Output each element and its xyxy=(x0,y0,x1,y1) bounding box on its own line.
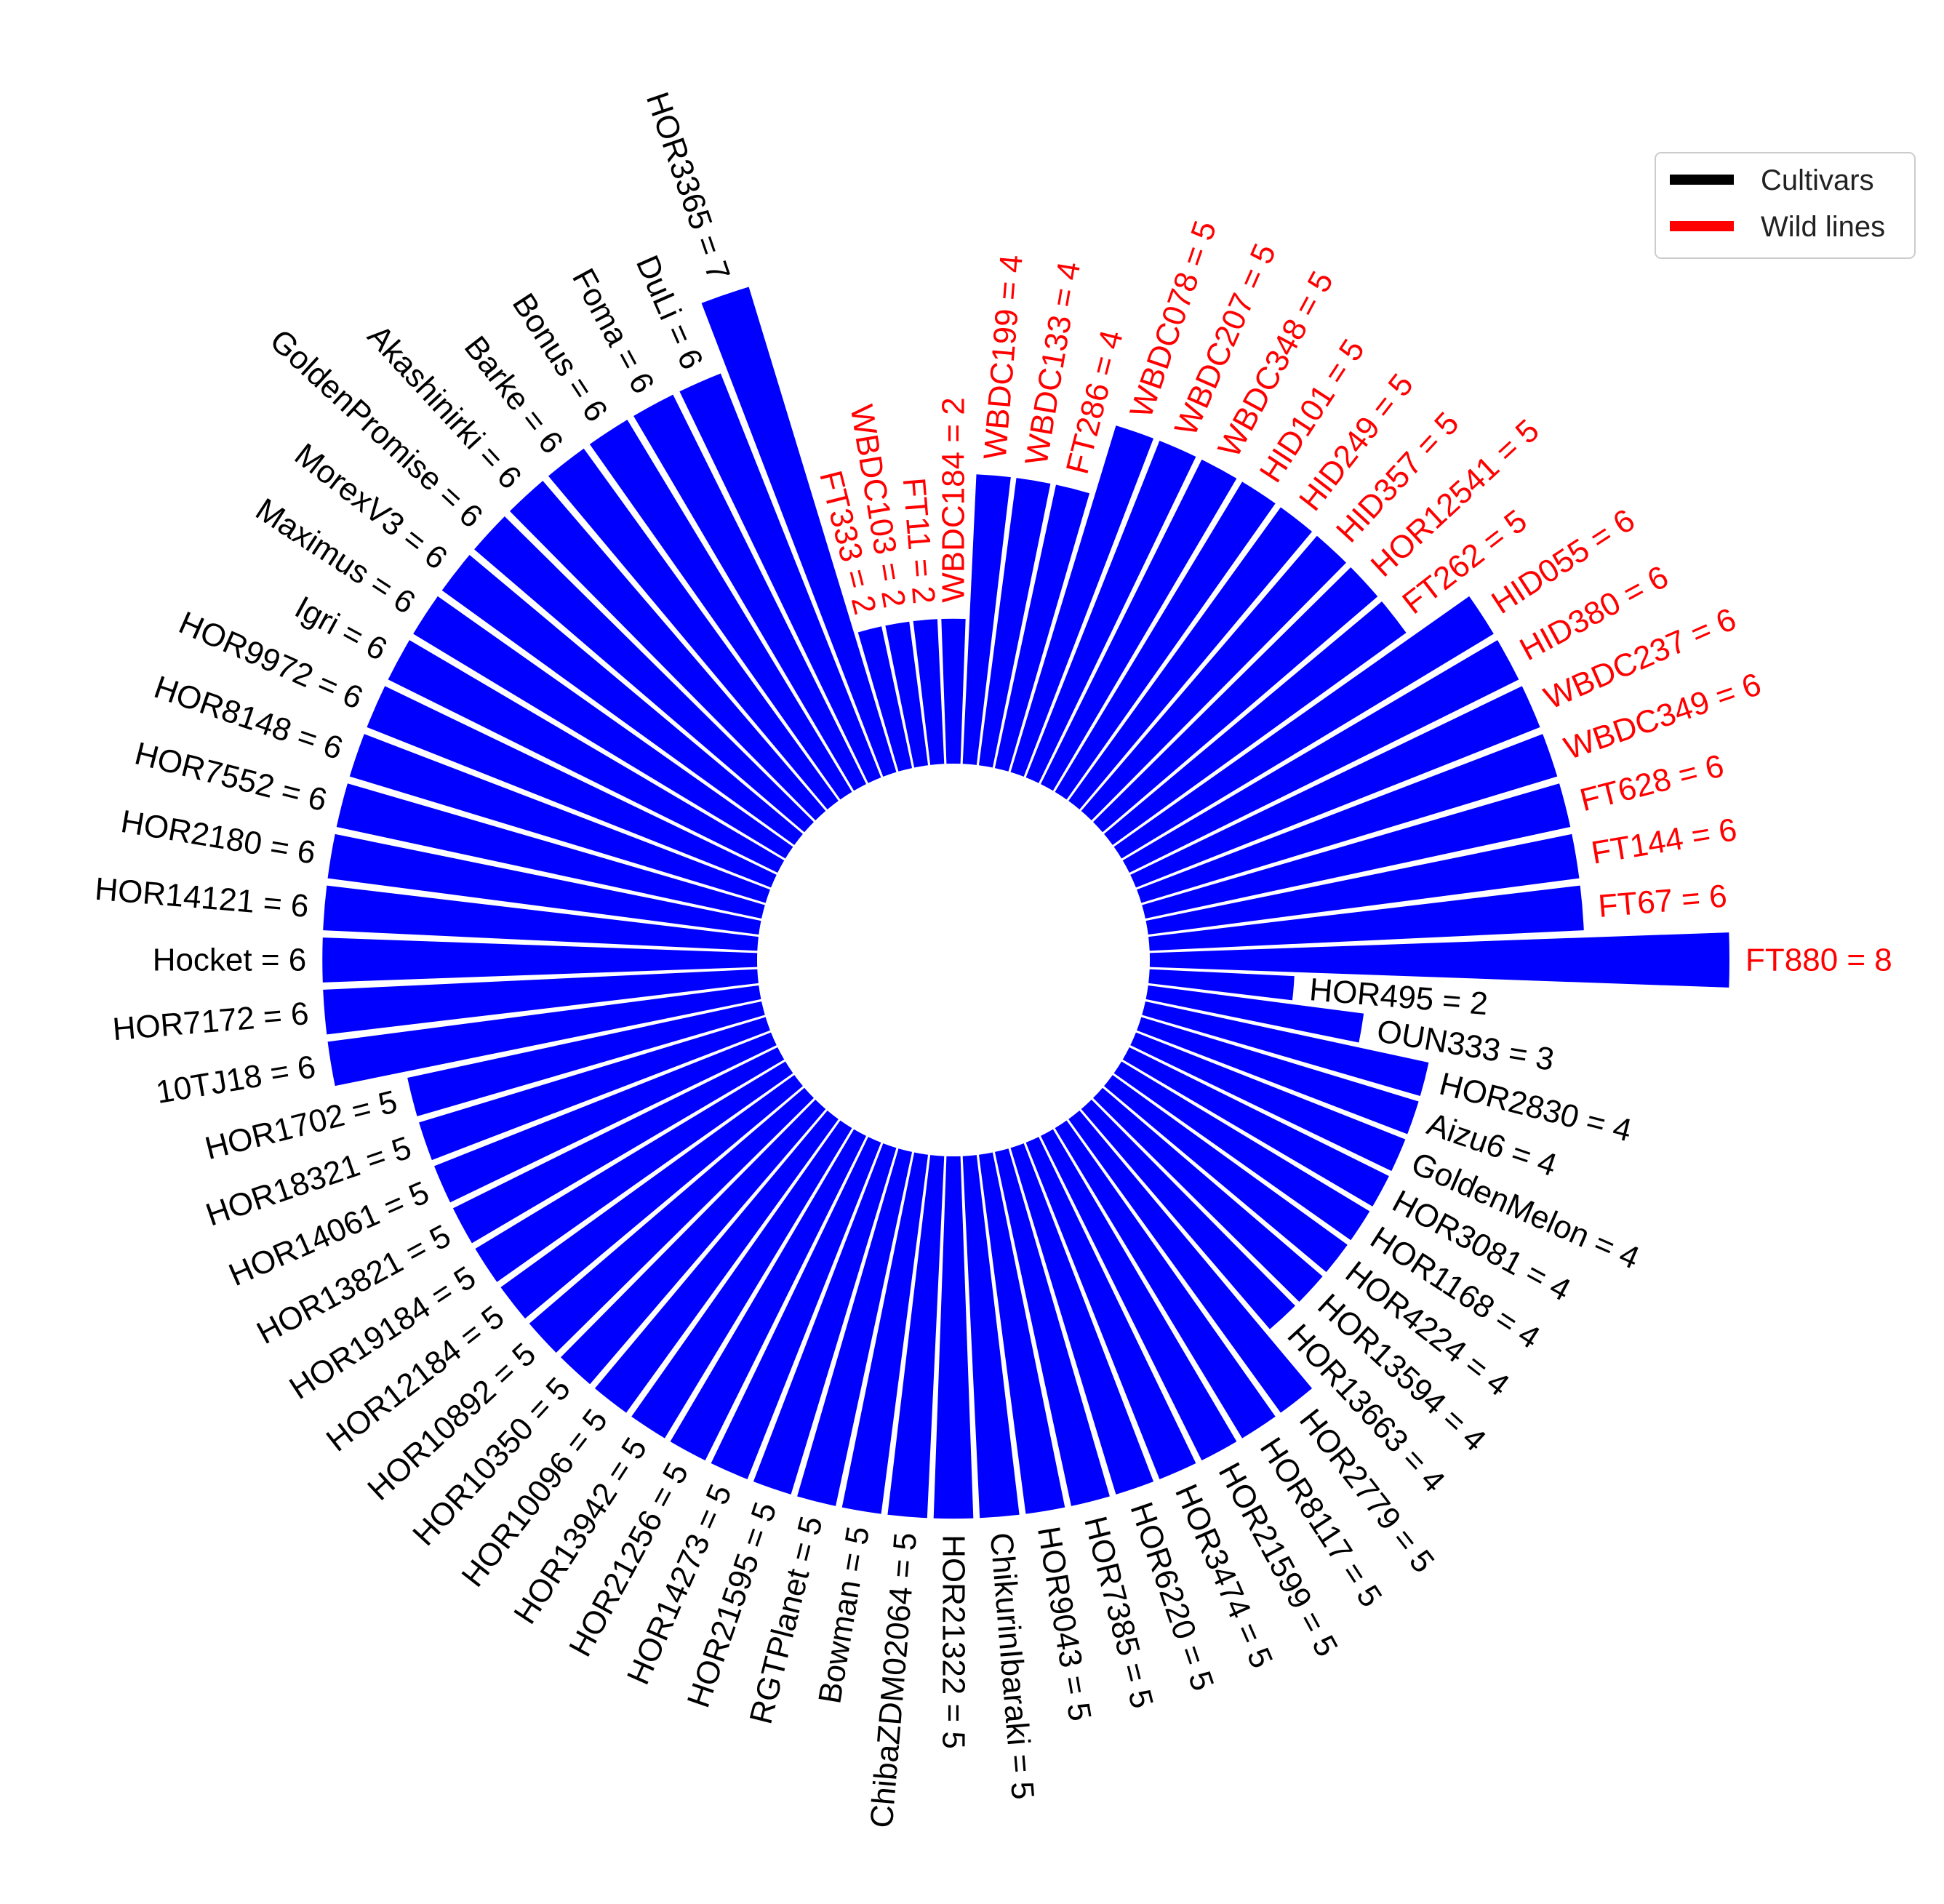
bar-hocket xyxy=(322,937,758,983)
bar-goldenmelon xyxy=(1130,1032,1406,1172)
bar-morexv3 xyxy=(441,555,803,845)
bar-hor4224 xyxy=(1104,1075,1348,1273)
bar-ft333 xyxy=(857,626,913,772)
bar-ft286 xyxy=(994,484,1090,772)
bar-hid055 xyxy=(1113,596,1494,859)
label-ft67: FT67 = 6 xyxy=(1597,878,1729,924)
bar-oun333 xyxy=(1145,985,1364,1043)
label-chikurinibaraki: ChikurinIbaraki = 5 xyxy=(983,1531,1041,1801)
bar-hor9972 xyxy=(367,686,777,888)
label-hor7172: HOR7172 = 6 xyxy=(111,996,310,1047)
bar-duli xyxy=(679,373,881,783)
bar-hor2830 xyxy=(1142,1001,1429,1097)
bar-foma xyxy=(633,394,867,791)
bar-hid101 xyxy=(1055,481,1276,800)
bar-hor12541 xyxy=(1093,567,1378,833)
bar-wbdc078 xyxy=(1010,425,1154,777)
label-hor2180: HOR2180 = 6 xyxy=(119,804,319,871)
bar-wbdc207 xyxy=(1025,441,1196,783)
legend-label-cultivars: Cultivars xyxy=(1761,164,1874,196)
label-ft880: FT880 = 8 xyxy=(1745,943,1892,978)
label-wbdc184: WBDC184 = 2 xyxy=(936,397,972,602)
bar-hor7552 xyxy=(336,783,765,919)
bar-bonus xyxy=(589,420,852,800)
bar-ft880 xyxy=(1149,932,1730,988)
bar-hor21599 xyxy=(1040,1129,1237,1461)
bar-chibazdm02064 xyxy=(887,1155,945,1519)
bar-hor8117 xyxy=(1055,1120,1276,1439)
label-10tj18: 10TJ18 = 6 xyxy=(153,1049,318,1111)
bar-hor495 xyxy=(1148,969,1295,1001)
bar-hor8148 xyxy=(349,734,770,903)
bar-hor3365 xyxy=(701,287,897,777)
bar-hid357 xyxy=(1081,535,1346,820)
bar-barke xyxy=(548,448,839,809)
bar-hor2180 xyxy=(327,833,761,935)
bar-wbdc199 xyxy=(962,474,1011,765)
bar-hor14273 xyxy=(711,1137,881,1479)
bar-ft11 xyxy=(913,619,945,765)
bar-aizu6 xyxy=(1137,1017,1419,1135)
bar-wbdc237 xyxy=(1130,686,1540,888)
bar-wbdc348 xyxy=(1040,459,1237,791)
label-hocket: Hocket = 6 xyxy=(153,943,307,978)
bar-hor2779 xyxy=(1068,1111,1313,1413)
bar-igri xyxy=(388,640,785,873)
label-hor21322: HOR21322 = 5 xyxy=(936,1535,972,1749)
bar-hor10096 xyxy=(594,1111,839,1413)
bar-hor10350 xyxy=(561,1100,826,1385)
bar-hor10892 xyxy=(529,1087,814,1353)
bar-ft144 xyxy=(1145,833,1580,935)
bar-maximus xyxy=(413,596,793,859)
bar-wbdc103 xyxy=(885,621,929,768)
bar-hid380 xyxy=(1122,640,1519,873)
bar-goldenpromise xyxy=(474,516,814,833)
label-ft144: FT144 = 6 xyxy=(1589,812,1740,871)
bar-wbdc349 xyxy=(1137,734,1558,903)
bar-akashinirki xyxy=(509,481,826,820)
bar-hid249 xyxy=(1068,507,1313,809)
bar-hor3474 xyxy=(1025,1137,1196,1479)
bar-bowman xyxy=(841,1152,929,1514)
bar-hor13663 xyxy=(1081,1100,1295,1329)
bar-hor13594 xyxy=(1093,1087,1323,1302)
label-chibazdm02064: ChibaZDM02064 = 5 xyxy=(864,1531,924,1829)
bar-hor18321 xyxy=(419,1017,770,1161)
bar-rgtplanet xyxy=(797,1148,913,1506)
bar-hor7385 xyxy=(994,1148,1110,1506)
label-wbdc199: WBDC199 = 4 xyxy=(977,253,1030,461)
bar-hor21256 xyxy=(670,1129,867,1461)
bar-hor14061 xyxy=(434,1032,777,1203)
bar-ft67 xyxy=(1148,885,1584,951)
bar-wbdc184 xyxy=(941,618,966,764)
bar-chikurinibaraki xyxy=(962,1155,1020,1519)
bar-hor14121 xyxy=(323,885,759,951)
bar-hor13821 xyxy=(452,1047,785,1244)
bar-hor21322 xyxy=(933,1156,974,1519)
legend-label-wild-lines: Wild lines xyxy=(1761,211,1885,243)
bar-hor1702 xyxy=(407,1001,765,1116)
bar-10tj18 xyxy=(327,985,761,1087)
label-hor14121: HOR14121 = 6 xyxy=(94,871,311,924)
bar-hor7172 xyxy=(323,969,759,1035)
bar-wbdc133 xyxy=(978,478,1051,768)
bar-hor19184 xyxy=(475,1061,793,1282)
bar-hor1168 xyxy=(1113,1061,1370,1241)
bar-hor13942 xyxy=(631,1120,852,1439)
bar-hor21595 xyxy=(753,1143,897,1495)
bar-hor3081 xyxy=(1122,1047,1389,1207)
legend: Cultivars Wild lines xyxy=(1655,152,1916,259)
bar-hor12184 xyxy=(500,1075,803,1319)
bar-hor9043 xyxy=(978,1152,1065,1514)
bars-layer xyxy=(322,287,1730,1519)
label-ft628: FT628 = 6 xyxy=(1577,748,1728,818)
bar-ft628 xyxy=(1142,783,1571,919)
bar-ft262 xyxy=(1104,601,1407,845)
bar-hor6220 xyxy=(1010,1143,1154,1495)
